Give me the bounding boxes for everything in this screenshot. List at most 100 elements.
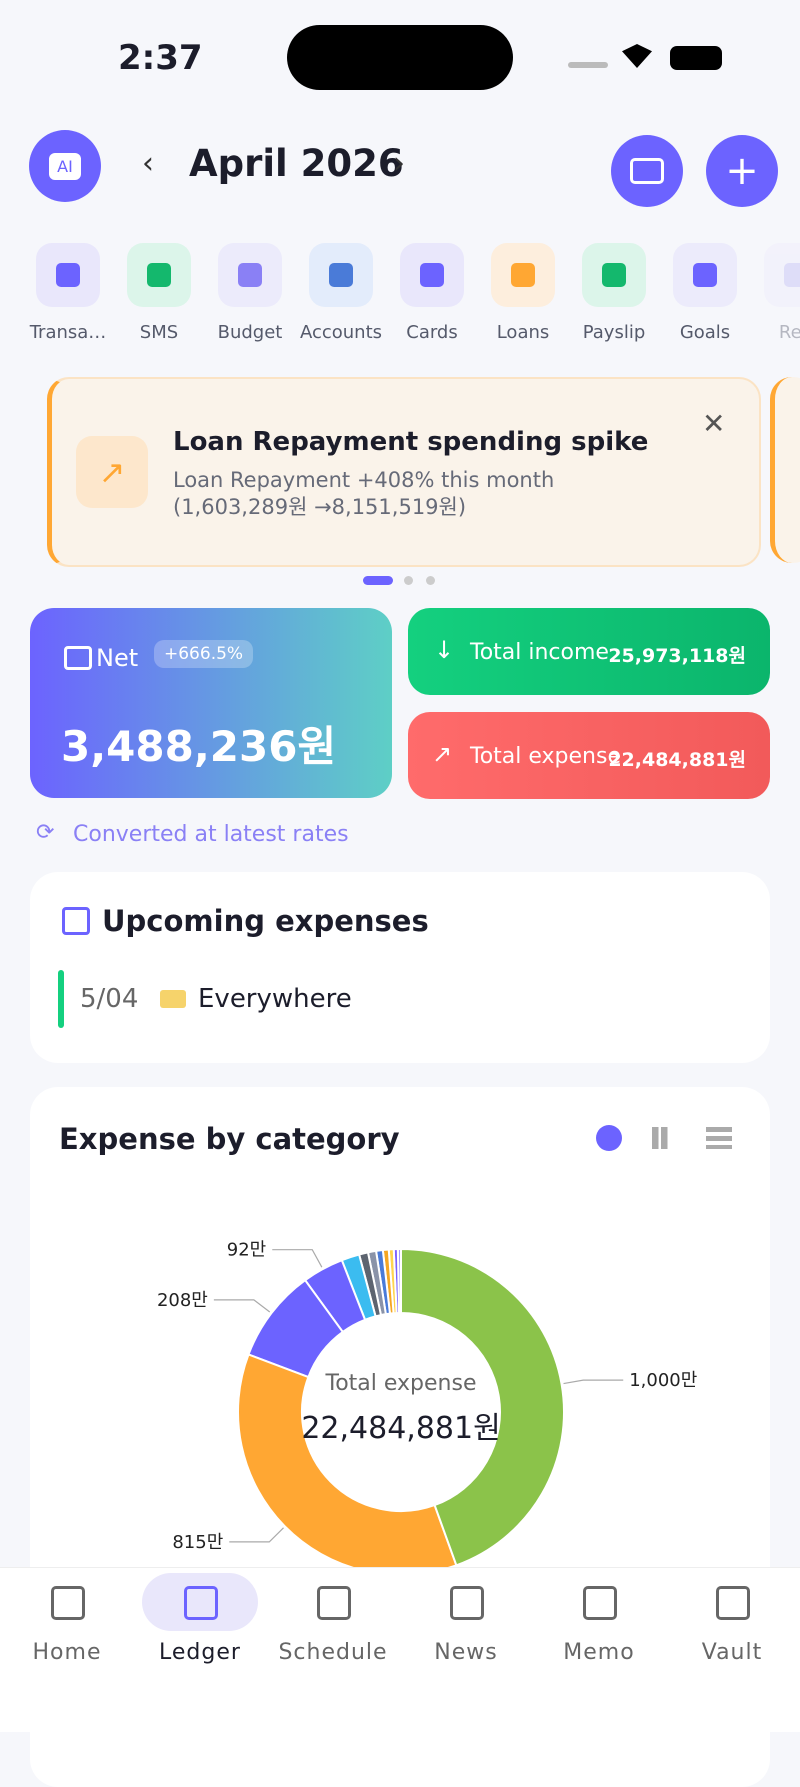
- card-icon: [160, 990, 186, 1008]
- nav-icon[interactable]: [317, 1586, 351, 1620]
- shortcut-tile[interactable]: [673, 243, 737, 307]
- shortcut-tile[interactable]: [400, 243, 464, 307]
- page-dot: [426, 576, 435, 585]
- page-dot: [404, 576, 413, 585]
- alert-card: ↗ Loan Repayment spending spike Loan Rep…: [47, 377, 761, 567]
- shortcut-label: Transa…: [29, 322, 107, 343]
- ai-button[interactable]: AI: [29, 130, 101, 202]
- leader-line: [213, 1299, 271, 1313]
- alert-close[interactable]: ✕: [702, 407, 726, 440]
- nav-icon[interactable]: [716, 1586, 750, 1620]
- shortcut-label: Payslip: [582, 322, 646, 343]
- ai-label: AI: [49, 152, 81, 180]
- upcoming-card: Upcoming expenses 5/04 Everywhere: [30, 872, 770, 1063]
- calendar-icon: [62, 907, 90, 935]
- shortcut-icon: [693, 263, 717, 287]
- chart-title: Expense by category: [59, 1122, 400, 1156]
- shortcut-label: Goals: [679, 322, 731, 343]
- shortcut-icon: [147, 263, 171, 287]
- shortcut-tile[interactable]: [582, 243, 646, 307]
- income-label: Total income: [470, 640, 609, 665]
- shortcut-tile[interactable]: [36, 243, 100, 307]
- prev-month[interactable]: ‹: [142, 146, 154, 181]
- nav-label[interactable]: News: [434, 1640, 498, 1665]
- center-value: 22,484,881원: [301, 1411, 500, 1446]
- shortcut-tile[interactable]: [127, 243, 191, 307]
- camera-button[interactable]: [611, 135, 683, 207]
- time: 2:37: [118, 38, 203, 78]
- active-pill: [142, 1573, 258, 1631]
- expense-card: ↗ Total expense 22,484,881원: [408, 712, 770, 799]
- shortcut-tile[interactable]: [491, 243, 555, 307]
- alert-title: Loan Repayment spending spike: [173, 427, 649, 457]
- page: 2:37 AI ‹ April 2026 › + Transa… SMS Budge…: [0, 25, 800, 1732]
- alert-message: Loan Repayment +408% this month (1,603,2…: [173, 468, 555, 519]
- bottom-nav: Home Ledger Schedule News Memo Vault: [0, 1567, 800, 1732]
- expense-icon: ↗: [432, 740, 453, 768]
- rates-icon: ⟳: [36, 820, 55, 845]
- slice-label: 815만: [172, 1532, 223, 1553]
- shortcut-label: Cards: [406, 322, 458, 343]
- nav-icon[interactable]: [450, 1586, 484, 1620]
- donut-slice: [237, 1353, 458, 1576]
- leader-line: [229, 1527, 284, 1543]
- shortcut-icon: [784, 263, 800, 287]
- nav-label[interactable]: Memo: [563, 1640, 635, 1665]
- income-card: ↓ Total income 25,973,118원: [408, 608, 770, 695]
- upcoming-name: Everywhere: [198, 984, 352, 1014]
- leader-line: [563, 1379, 624, 1385]
- shortcut-tile[interactable]: [309, 243, 373, 307]
- next-alert-card: [770, 377, 800, 563]
- shortcut-label: SMS: [139, 322, 179, 343]
- upcoming-date: 5/04: [80, 984, 139, 1014]
- shortcut-label: Loans: [496, 322, 550, 343]
- shortcut-label: Rep: [778, 322, 800, 343]
- nav-icon[interactable]: [583, 1586, 617, 1620]
- donut-slice: [400, 1247, 565, 1567]
- list-toggle[interactable]: [706, 1127, 732, 1149]
- nav-label[interactable]: Home: [32, 1640, 102, 1665]
- shortcut-icon: [420, 263, 444, 287]
- upcoming-bar: [58, 970, 64, 1028]
- shortcut-icon: [511, 263, 535, 287]
- nav-label[interactable]: Schedule: [278, 1640, 388, 1665]
- upcoming-title: Upcoming expenses: [102, 904, 429, 938]
- income-amount: 25,973,118원: [608, 645, 746, 667]
- wallet-icon: [64, 646, 92, 670]
- shortcut-icon: [602, 263, 626, 287]
- net-card: Net +666.5% 3,488,236원: [30, 608, 392, 798]
- pie-toggle[interactable]: [596, 1125, 622, 1151]
- add-button[interactable]: +: [706, 135, 778, 207]
- center-label: Total expense: [325, 1371, 477, 1396]
- slice-label: 92만: [227, 1240, 266, 1261]
- expense-label: Total expense: [470, 744, 621, 769]
- shortcut-label: Budget: [217, 322, 283, 343]
- nav-label[interactable]: Ledger: [159, 1640, 241, 1665]
- nav-icon[interactable]: [184, 1586, 218, 1620]
- next-month[interactable]: ›: [393, 146, 405, 181]
- net-change: +666.5%: [154, 640, 254, 668]
- nav-label[interactable]: Vault: [701, 1640, 763, 1665]
- net-label: Net: [96, 644, 139, 672]
- signal: [568, 62, 608, 68]
- nav-icon[interactable]: [51, 1586, 85, 1620]
- slice-label: 208만: [157, 1290, 208, 1311]
- income-icon: ↓: [434, 636, 455, 664]
- dynamic-island: [287, 25, 513, 90]
- shortcut-icon: [238, 263, 262, 287]
- shortcut-icon: [329, 263, 353, 287]
- leader-line: [272, 1249, 323, 1268]
- shortcut-label: Accounts: [299, 322, 383, 343]
- alert-icon: ↗: [76, 436, 148, 508]
- bar-toggle[interactable]: [652, 1127, 674, 1149]
- slice-label: 1,000만: [629, 1370, 697, 1391]
- shortcut-icon: [56, 263, 80, 287]
- shortcut-tile[interactable]: [218, 243, 282, 307]
- donut-slice: [303, 1258, 367, 1334]
- expense-amount: 22,484,881원: [608, 749, 746, 771]
- donut-chart: 92만 208만 815만 1,000만 Total expense 22,484,8…: [157, 1240, 697, 1576]
- shortcut-tile[interactable]: [764, 243, 800, 307]
- net-amount: 3,488,236원: [61, 722, 337, 771]
- page-dot: [363, 576, 393, 585]
- battery: [670, 46, 722, 70]
